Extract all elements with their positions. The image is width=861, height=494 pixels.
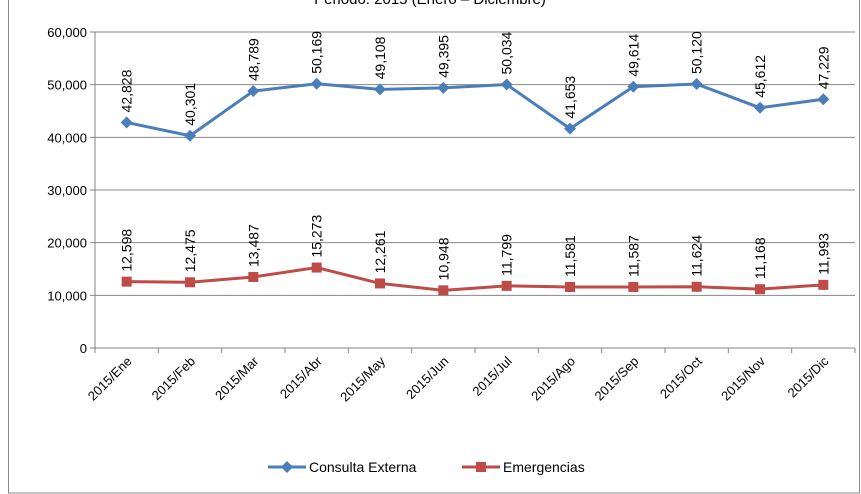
legend-marker	[281, 461, 293, 473]
data-point	[754, 101, 766, 114]
data-label: 12,261	[372, 230, 388, 273]
data-label: 48,789	[245, 38, 261, 81]
data-label: 12,475	[182, 229, 198, 272]
chart-border	[8, 0, 860, 494]
data-label: 15,273	[309, 215, 325, 258]
data-label: 11,581	[562, 235, 578, 277]
data-label: 13,487	[245, 224, 261, 267]
y-tick-label: 50,000	[47, 78, 87, 93]
data-point	[438, 285, 449, 296]
data-point	[500, 78, 513, 91]
y-tick-label: 10,000	[47, 288, 87, 303]
data-point	[247, 85, 260, 98]
data-label: 49,614	[625, 34, 641, 77]
data-point	[565, 282, 575, 293]
legend-label: Consulta Externa	[309, 459, 417, 475]
data-label: 10,948	[435, 237, 451, 280]
data-point	[185, 277, 195, 288]
data-label: 50,120	[689, 31, 705, 74]
data-point	[755, 284, 765, 295]
legend-label: Emergencias	[503, 459, 585, 475]
data-label: 11,799	[499, 234, 515, 276]
data-label: 11,587	[625, 235, 641, 277]
data-label: 50,034	[499, 31, 515, 74]
data-point	[248, 271, 259, 282]
data-point	[564, 122, 576, 135]
data-label: 42,828	[119, 69, 135, 112]
data-label: 11,168	[752, 237, 768, 279]
data-point	[437, 81, 450, 94]
legend-marker	[476, 462, 486, 472]
data-point	[690, 78, 703, 91]
data-point	[628, 281, 639, 292]
data-label: 49,395	[435, 35, 451, 78]
data-point	[374, 83, 386, 96]
data-point	[311, 262, 322, 273]
chart-title: Periodo: 2015 (Enero – Diciembre)	[314, 0, 546, 8]
data-point	[817, 93, 830, 106]
data-label: 41,653	[562, 76, 578, 119]
data-point	[310, 77, 323, 90]
data-point	[121, 276, 132, 287]
series-line	[126, 266, 824, 292]
data-label: 11,624	[689, 235, 705, 277]
data-label: 47,229	[815, 46, 831, 89]
data-label: 49,108	[372, 36, 388, 79]
y-tick-label: 0	[80, 341, 87, 356]
y-tick-label: 40,000	[47, 130, 87, 145]
y-tick-label: 20,000	[47, 236, 87, 251]
y-tick-label: 30,000	[47, 183, 87, 198]
data-point	[184, 129, 196, 142]
data-point	[120, 116, 133, 129]
data-point	[691, 281, 702, 292]
series-line	[126, 82, 824, 138]
data-label: 45,612	[752, 55, 768, 98]
data-point	[627, 80, 640, 93]
data-point	[818, 279, 829, 290]
y-tick-label: 60,000	[47, 25, 87, 40]
data-label: 12,598	[119, 229, 135, 272]
data-label: 11,993	[815, 233, 831, 275]
data-label: 40,301	[182, 83, 198, 126]
data-point	[501, 280, 512, 291]
data-point	[375, 278, 385, 289]
data-label: 50,169	[309, 31, 325, 74]
